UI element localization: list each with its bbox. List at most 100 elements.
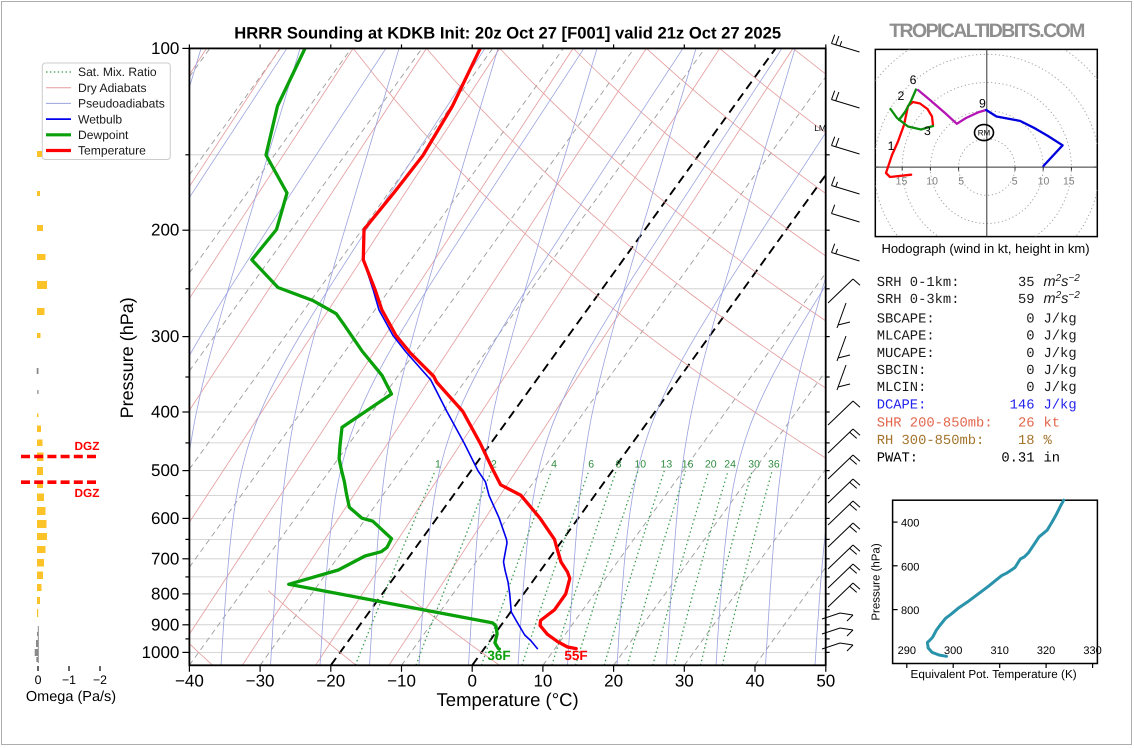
svg-text:40: 40 [746,671,765,690]
svg-text:0: 0 [35,673,42,687]
svg-text:0: 0 [1026,312,1034,327]
svg-text:RM: RM [978,129,991,138]
svg-text:−1: −1 [62,673,76,687]
svg-text:50: 50 [816,671,835,690]
svg-text:13: 13 [661,459,673,471]
svg-text:10: 10 [634,459,646,471]
svg-text:0: 0 [467,671,476,690]
svg-text:SRH 0-1km:: SRH 0-1km: [877,276,960,291]
svg-text:30: 30 [748,459,760,471]
svg-text:400: 400 [901,518,919,530]
svg-text:HRRR Sounding at KDKB Init: 20: HRRR Sounding at KDKB Init: 20z Oct 27 [… [234,24,781,43]
svg-text:8: 8 [616,459,622,471]
svg-text:DGZ: DGZ [75,439,100,453]
svg-text:0: 0 [1026,381,1034,396]
svg-text:1: 1 [888,139,895,153]
svg-text:0.31: 0.31 [1001,451,1034,466]
svg-text:20: 20 [604,671,623,690]
svg-text:0: 0 [1026,364,1034,379]
svg-text:MLCAPE:: MLCAPE: [877,330,935,345]
svg-text:9: 9 [979,97,986,111]
svg-text:MUCAPE:: MUCAPE: [877,347,935,362]
svg-text:146: 146 [1010,398,1035,413]
svg-text:35: 35 [1018,276,1035,291]
svg-text:800: 800 [151,584,179,603]
svg-text:24: 24 [724,459,736,471]
svg-text:Pressure (hPa): Pressure (hPa) [117,297,137,418]
svg-text:600: 600 [151,509,179,528]
svg-text:59: 59 [1018,293,1035,308]
svg-text:30: 30 [675,671,694,690]
svg-text:Dewpoint: Dewpoint [78,128,129,142]
svg-text:DCAPE:: DCAPE: [877,398,927,413]
svg-text:100: 100 [151,39,179,58]
svg-text:2: 2 [897,89,904,103]
svg-text:−2: −2 [93,673,107,687]
svg-text:36: 36 [768,459,780,471]
svg-text:300: 300 [944,645,962,657]
svg-text:MLCIN:: MLCIN: [877,381,927,396]
svg-text:900: 900 [151,615,179,634]
svg-text:0: 0 [1026,347,1034,362]
svg-text:SBCAPE:: SBCAPE: [877,312,935,327]
svg-text:SRH 0-3km:: SRH 0-3km: [877,293,960,308]
svg-text:300: 300 [151,327,179,346]
svg-text:DGZ: DGZ [75,486,100,500]
svg-text:Temperature (°C): Temperature (°C) [437,689,579,710]
svg-text:15: 15 [896,176,908,188]
svg-text:500: 500 [151,461,179,480]
svg-text:16: 16 [682,459,694,471]
svg-text:4: 4 [551,459,557,471]
svg-text:kt: kt [1044,416,1061,431]
svg-text:Omega (Pa/s): Omega (Pa/s) [26,689,116,705]
svg-text:6: 6 [910,73,917,87]
svg-text:400: 400 [151,403,179,422]
svg-text:Equivalent Pot. Temperature (K: Equivalent Pot. Temperature (K) [911,668,1077,681]
svg-text:10: 10 [533,671,552,690]
svg-text:20: 20 [705,459,717,471]
svg-text:−40: −40 [175,671,204,690]
svg-text:Temperature: Temperature [78,144,146,158]
svg-text:1000: 1000 [142,643,180,662]
svg-text:200: 200 [151,221,179,240]
svg-text:J/kg: J/kg [1044,364,1077,379]
svg-text:%: % [1044,434,1053,449]
svg-text:Pressure (hPa): Pressure (hPa) [870,543,882,621]
svg-text:J/kg: J/kg [1044,312,1077,327]
svg-text:700: 700 [151,549,179,568]
svg-text:0: 0 [1026,330,1034,345]
svg-text:TROPICALTIDBITS.COM: TROPICALTIDBITS.COM [889,20,1084,42]
svg-text:10: 10 [1038,176,1050,188]
svg-text:J/kg: J/kg [1044,347,1077,362]
svg-text:RH 300-850mb:: RH 300-850mb: [877,434,985,449]
svg-text:−30: −30 [246,671,275,690]
svg-text:15: 15 [1063,176,1075,188]
svg-text:320: 320 [1037,645,1055,657]
svg-text:5: 5 [1012,176,1018,188]
svg-text:J/kg: J/kg [1044,398,1077,413]
svg-text:290: 290 [898,645,916,657]
svg-text:5: 5 [958,176,964,188]
svg-text:PWAT:: PWAT: [877,451,918,466]
svg-text:J/kg: J/kg [1044,381,1077,396]
svg-text:Dry Adiabats: Dry Adiabats [78,81,147,95]
svg-text:310: 310 [991,645,1009,657]
svg-text:in: in [1044,451,1061,466]
svg-text:2: 2 [491,459,497,471]
svg-text:Hodograph (wind in kt, height: Hodograph (wind in kt, height in km) [881,241,1089,256]
svg-text:SHR 200-850mb:: SHR 200-850mb: [877,416,993,431]
svg-text:800: 800 [901,605,919,617]
svg-text:−20: −20 [316,671,345,690]
svg-text:−10: −10 [387,671,416,690]
svg-text:330: 330 [1083,645,1101,657]
svg-text:36F: 36F [487,648,510,663]
svg-text:18: 18 [1018,434,1035,449]
svg-text:J/kg: J/kg [1044,330,1077,345]
svg-text:1: 1 [435,459,441,471]
svg-text:10: 10 [926,176,938,188]
svg-text:600: 600 [901,561,919,573]
svg-text:LM: LM [814,123,826,133]
svg-text:SBCIN:: SBCIN: [877,364,927,379]
svg-text:6: 6 [588,459,594,471]
svg-text:Wetbulb: Wetbulb [78,112,122,126]
